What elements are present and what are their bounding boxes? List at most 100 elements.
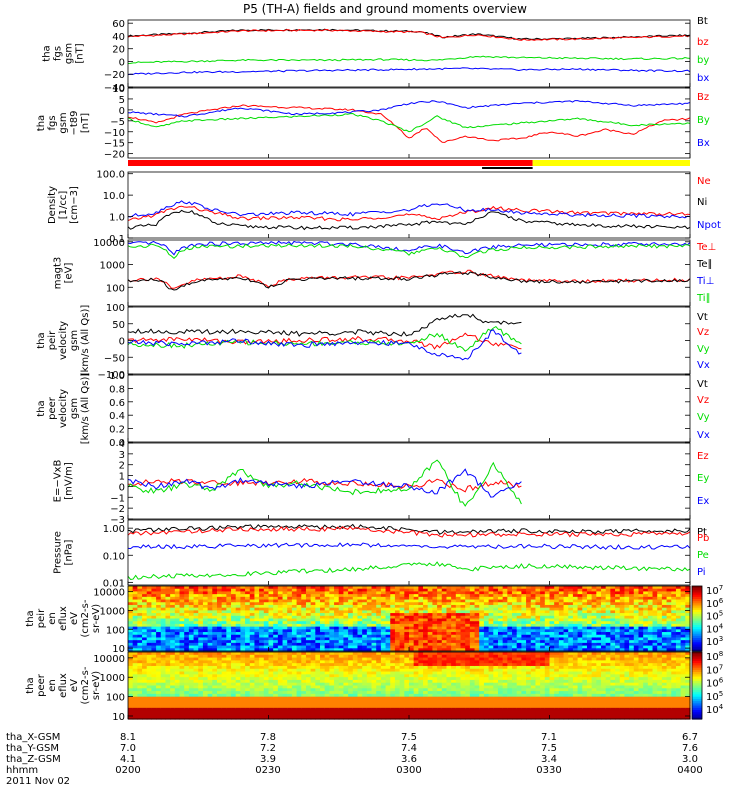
heatmap-cell [348,660,354,664]
heatmap-cell [226,652,232,656]
heatmap-cell [207,604,213,609]
heatmap-cell [469,685,476,689]
heatmap-cell [231,604,237,609]
series-line-Vz [127,332,522,350]
heatmap-cell [273,660,279,664]
heatmap-cell [282,677,288,681]
heatmap-cell [390,660,396,664]
heatmap-cell [254,623,260,628]
heatmap-cell [343,634,349,639]
heatmap-cell [423,599,429,603]
heatmap-cell [577,642,583,647]
colorbar-segment [692,590,702,594]
heatmap-cell [610,613,616,617]
heatmap-cell [296,716,302,720]
heatmap-cell [418,613,424,617]
heatmap-cell [619,586,626,590]
heatmap-cell [469,602,476,606]
heatmap-cell [577,632,583,636]
heatmap-cell [488,615,494,620]
heatmap-cell [202,713,209,717]
heatmap-cell [174,586,181,590]
heatmap-cell [577,648,583,652]
heatmap-cell [437,604,443,609]
heatmap-cell [558,586,565,590]
heatmap-cell [399,696,405,701]
heatmap-cell [507,613,513,617]
heatmap-cell [202,665,209,670]
heatmap-cell [493,613,499,617]
heatmap-cell [610,615,616,620]
heatmap-cell [469,618,476,622]
heatmap-cell [240,642,246,647]
heatmap-cell [521,629,527,633]
heatmap-cell [371,677,377,681]
heatmap-cell [216,716,223,720]
colorbar-segment [692,631,702,635]
heatmap-cell [231,691,237,695]
heatmap-cell [615,637,621,641]
heatmap-cell [132,615,138,620]
heatmap-cell [320,629,326,633]
heatmap-cell [610,586,616,590]
heatmap-cell [652,637,658,641]
heatmap-cell [179,688,185,692]
heatmap-cell [207,668,213,673]
heatmap-cell [310,599,316,603]
heatmap-cell [315,707,321,712]
heatmap-cell [624,599,630,603]
heatmap-cell [474,691,480,695]
heatmap-cell [343,610,349,614]
heatmap-cell [174,663,181,667]
heatmap-cell [198,642,204,647]
heatmap-cell [483,621,490,625]
heatmap-cell [469,637,476,641]
heatmap-cell [432,634,438,639]
heatmap-cell [465,613,471,617]
heatmap-cell [277,599,284,603]
y-tick-label: 0.1 [109,234,125,245]
heatmap-cell [437,654,443,659]
heatmap-cell [404,657,410,661]
heatmap-cell [366,648,373,652]
heatmap-cell [188,629,195,633]
heatmap-cell [535,642,541,647]
heatmap-cell [231,618,237,622]
heatmap-cell [207,645,213,649]
heatmap-cell [643,634,649,639]
heatmap-cell [666,591,672,595]
heatmap-cell [357,668,363,673]
heatmap-cell [343,594,349,598]
heatmap-cell [287,642,293,647]
heatmap-cell [362,591,368,595]
heatmap-cell [394,629,401,633]
heatmap-cell [568,648,574,652]
heatmap-cell [338,657,345,661]
heatmap-cell [432,594,438,598]
y-tick-label: 20 [112,45,125,56]
heatmap-cell [483,642,490,647]
heatmap-cell [334,626,340,630]
heatmap-cell [366,716,373,720]
heatmap-cell [455,594,462,598]
heatmap-cell [305,677,312,681]
heatmap-cell [540,599,546,603]
heatmap-cell [184,618,190,622]
heatmap-cell [465,594,471,598]
heatmap-cell [413,596,419,601]
heatmap-cell [184,607,190,611]
heatmap-cell [273,668,279,673]
heatmap-cell [291,707,298,712]
heatmap-cell [174,713,181,717]
heatmap-cell [479,688,485,692]
heatmap-cell [605,629,611,633]
heatmap-cell [287,713,293,717]
heatmap-cell [128,621,134,625]
heatmap-cell [460,626,466,630]
heatmap-cell [437,591,443,595]
heatmap-cell [404,613,410,617]
heatmap-cell [329,710,335,715]
heatmap-cell [132,691,138,695]
heatmap-cell [390,648,396,652]
heatmap-cell [413,629,419,633]
